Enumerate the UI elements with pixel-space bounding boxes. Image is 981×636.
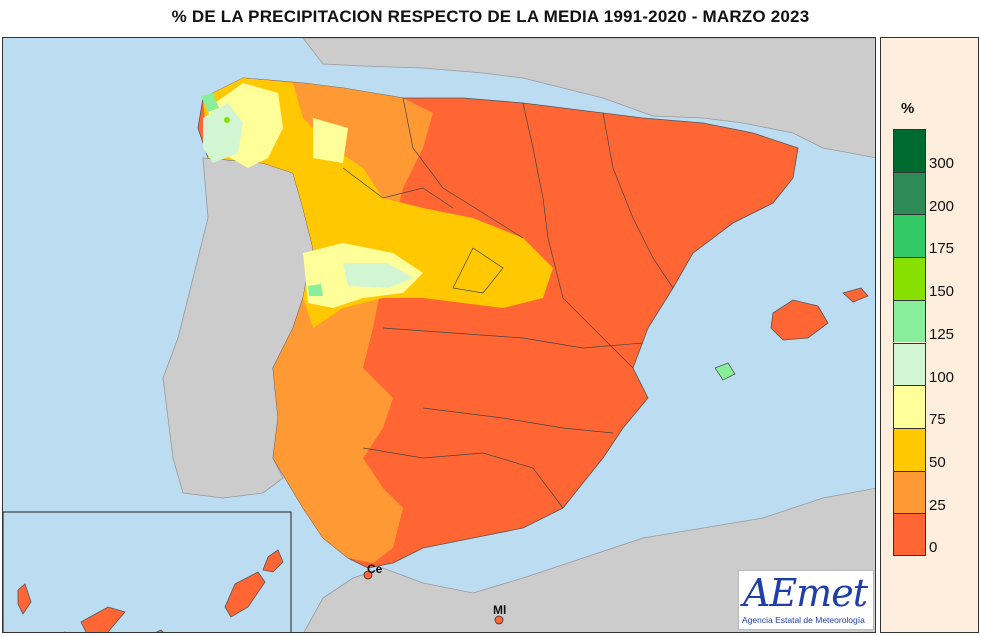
- melilla-label: Ml: [493, 603, 506, 617]
- legend-swatch: [893, 214, 926, 258]
- zone-150-175: [224, 117, 230, 123]
- ibiza: [714, 362, 736, 381]
- legend-tick-label: 100: [929, 368, 955, 386]
- legend-swatch: [893, 470, 926, 514]
- melilla-marker: [494, 615, 504, 625]
- legend-tick-label: 25: [929, 496, 946, 514]
- legend-tick-label: 200: [929, 197, 955, 215]
- zone-125-150: [201, 93, 219, 112]
- zone-100-125: [203, 103, 243, 163]
- legend-tick-label: 0: [929, 539, 938, 557]
- zone-75-100-c: [313, 118, 348, 163]
- legend-swatch: [893, 129, 926, 172]
- ceuta-label: Ce: [367, 562, 383, 576]
- map-title: % DE LA PRECIPITACION RESPECTO DE LA MED…: [171, 7, 810, 26]
- legend-swatch: [893, 385, 926, 428]
- legend-swatch: [893, 342, 926, 386]
- legend-tick-label: 75: [929, 411, 946, 429]
- zone-50-75: [203, 78, 553, 328]
- map-frame: Ce Ml AEmet Agencia Estatal de Meteorolo…: [2, 37, 876, 633]
- africa-land: [303, 487, 875, 632]
- ceuta-marker: [363, 570, 373, 580]
- legend-swatch: [893, 513, 926, 556]
- gran-canaria: [155, 629, 164, 632]
- aemet-logo-word: AEmet: [743, 571, 868, 615]
- legend-swatch: [893, 171, 926, 215]
- zone-100-125-b: [343, 263, 413, 288]
- legend-tick-label: 150: [929, 283, 955, 301]
- la-gomera: [63, 631, 66, 632]
- legend-panel: % 300 200 175 150 125 100 75 50 25 0: [880, 37, 979, 633]
- mallorca: [770, 299, 829, 341]
- la-palma: [17, 583, 32, 615]
- legend-tick-label: 300: [929, 155, 955, 172]
- zone-125-150-b: [308, 284, 323, 296]
- legend-swatch: [893, 299, 926, 343]
- lanzarote: [262, 549, 284, 573]
- precipitation-map: Ce Ml: [3, 38, 875, 632]
- region-borders: [342, 97, 674, 509]
- legend-tick-label: 125: [929, 325, 955, 343]
- fuerteventura: [224, 571, 266, 618]
- tenerife: [80, 606, 126, 632]
- legend-unit: %: [901, 100, 915, 117]
- canary-inset: [3, 511, 292, 632]
- france-land: [302, 38, 875, 159]
- legend-tick-label: 50: [929, 453, 946, 471]
- menorca: [842, 287, 869, 303]
- aemet-logo-subtitle: Agencia Estatal de Meteorología: [742, 615, 865, 625]
- legend-swatch: [893, 427, 926, 471]
- legend-swatch: [893, 257, 926, 300]
- legend-tick-label: 175: [929, 240, 955, 258]
- aemet-logo: AEmet Agencia Estatal de Meteorología: [738, 570, 874, 630]
